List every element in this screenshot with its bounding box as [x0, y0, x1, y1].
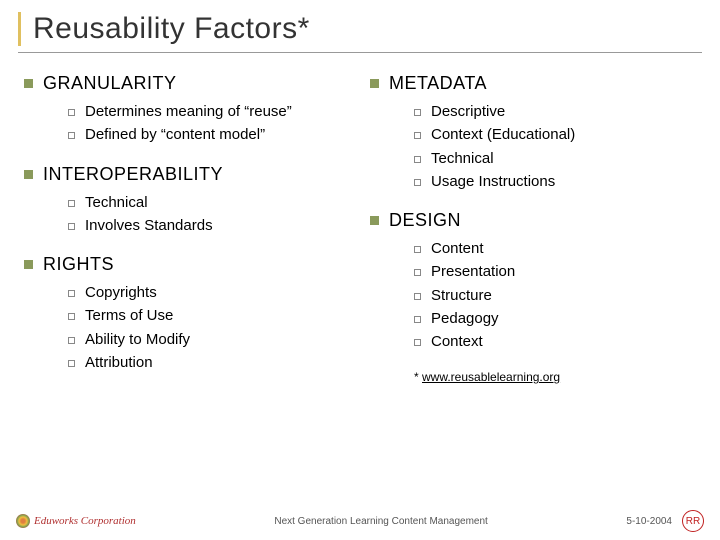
hollow-square-icon: [68, 360, 75, 367]
list-item: Usage Instructions: [414, 172, 696, 192]
list-item-text: Context (Educational): [431, 125, 575, 145]
footnote-prefix: *: [414, 370, 422, 384]
list-item: Structure: [414, 286, 696, 306]
hollow-square-icon: [68, 223, 75, 230]
list-item-text: Ability to Modify: [85, 330, 190, 350]
hollow-square-icon: [414, 269, 421, 276]
title-bar: Reusability Factors*: [18, 12, 702, 46]
list-item-text: Technical: [85, 193, 148, 213]
hollow-square-icon: [414, 109, 421, 116]
title-wrap: Reusability Factors*: [0, 0, 720, 46]
square-bullet-icon: [24, 260, 33, 269]
list-item: Descriptive: [414, 102, 696, 122]
list-item: Context: [414, 332, 696, 352]
footer: Eduworks Corporation Next Generation Lea…: [0, 510, 720, 532]
logo-icon: [16, 514, 30, 528]
list-item: Terms of Use: [68, 306, 350, 326]
hollow-square-icon: [68, 337, 75, 344]
hollow-square-icon: [68, 290, 75, 297]
section-title: DESIGN: [389, 210, 461, 231]
list-item-text: Attribution: [85, 353, 153, 373]
list-item-text: Technical: [431, 149, 494, 169]
rr-badge: RR: [682, 510, 704, 532]
hollow-square-icon: [414, 293, 421, 300]
sub-list: Copyrights Terms of Use Ability to Modify A…: [24, 283, 350, 373]
section-title: RIGHTS: [43, 254, 114, 275]
section: INTEROPERABILITY Technical Involves Standa…: [24, 164, 350, 237]
section-head: METADATA: [370, 73, 696, 94]
footer-left: Eduworks Corporation: [16, 514, 136, 528]
left-column: GRANULARITY Determines meaning of “reuse”…: [24, 73, 350, 391]
list-item-text: Context: [431, 332, 483, 352]
hollow-square-icon: [68, 109, 75, 116]
list-item-text: Pedagogy: [431, 309, 499, 329]
section: GRANULARITY Determines meaning of “reuse”…: [24, 73, 350, 146]
list-item: Determines meaning of “reuse”: [68, 102, 350, 122]
footnote: * www.reusablelearning.org: [414, 370, 696, 384]
list-item-text: Determines meaning of “reuse”: [85, 102, 292, 122]
list-item-text: Descriptive: [431, 102, 505, 122]
hollow-square-icon: [414, 179, 421, 186]
footnote-link[interactable]: www.reusablelearning.org: [422, 370, 560, 384]
corporation-name: Eduworks Corporation: [34, 515, 136, 527]
list-item: Presentation: [414, 262, 696, 282]
right-column: METADATA Descriptive Context (Educational)…: [370, 73, 696, 391]
list-item: Pedagogy: [414, 309, 696, 329]
section: RIGHTS Copyrights Terms of Use Ability to M…: [24, 254, 350, 373]
list-item-text: Usage Instructions: [431, 172, 555, 192]
list-item: Copyrights: [68, 283, 350, 303]
hollow-square-icon: [414, 316, 421, 323]
hollow-square-icon: [414, 246, 421, 253]
sub-list: Descriptive Context (Educational) Technica…: [370, 102, 696, 192]
list-item: Attribution: [68, 353, 350, 373]
sub-list: Content Presentation Structure Pedagogy Cont…: [370, 239, 696, 352]
content-columns: GRANULARITY Determines meaning of “reuse”…: [0, 53, 720, 391]
list-item: Involves Standards: [68, 216, 350, 236]
slide: Reusability Factors* GRANULARITY Determin…: [0, 0, 720, 540]
hollow-square-icon: [414, 132, 421, 139]
section-head: DESIGN: [370, 210, 696, 231]
footer-date: 5-10-2004: [626, 516, 672, 527]
section-head: RIGHTS: [24, 254, 350, 275]
list-item-text: Presentation: [431, 262, 515, 282]
list-item-text: Copyrights: [85, 283, 157, 303]
list-item: Defined by “content model”: [68, 125, 350, 145]
list-item-text: Involves Standards: [85, 216, 213, 236]
list-item: Ability to Modify: [68, 330, 350, 350]
list-item-text: Content: [431, 239, 484, 259]
footer-right: 5-10-2004 RR: [626, 510, 704, 532]
square-bullet-icon: [370, 79, 379, 88]
section-title: INTEROPERABILITY: [43, 164, 223, 185]
list-item: Context (Educational): [414, 125, 696, 145]
footer-center-text: Next Generation Learning Content Managem…: [136, 516, 627, 527]
list-item-text: Structure: [431, 286, 492, 306]
list-item: Technical: [414, 149, 696, 169]
section: DESIGN Content Presentation Structure Pedago…: [370, 210, 696, 352]
square-bullet-icon: [370, 216, 379, 225]
section-head: GRANULARITY: [24, 73, 350, 94]
sub-list: Technical Involves Standards: [24, 193, 350, 237]
list-item-text: Terms of Use: [85, 306, 173, 326]
sub-list: Determines meaning of “reuse” Defined by …: [24, 102, 350, 146]
section-title: METADATA: [389, 73, 487, 94]
section: METADATA Descriptive Context (Educational)…: [370, 73, 696, 192]
square-bullet-icon: [24, 79, 33, 88]
hollow-square-icon: [414, 156, 421, 163]
hollow-square-icon: [68, 200, 75, 207]
section-head: INTEROPERABILITY: [24, 164, 350, 185]
hollow-square-icon: [68, 132, 75, 139]
hollow-square-icon: [414, 339, 421, 346]
square-bullet-icon: [24, 170, 33, 179]
page-title: Reusability Factors*: [33, 12, 702, 46]
hollow-square-icon: [68, 313, 75, 320]
list-item-text: Defined by “content model”: [85, 125, 265, 145]
section-title: GRANULARITY: [43, 73, 177, 94]
list-item: Technical: [68, 193, 350, 213]
list-item: Content: [414, 239, 696, 259]
